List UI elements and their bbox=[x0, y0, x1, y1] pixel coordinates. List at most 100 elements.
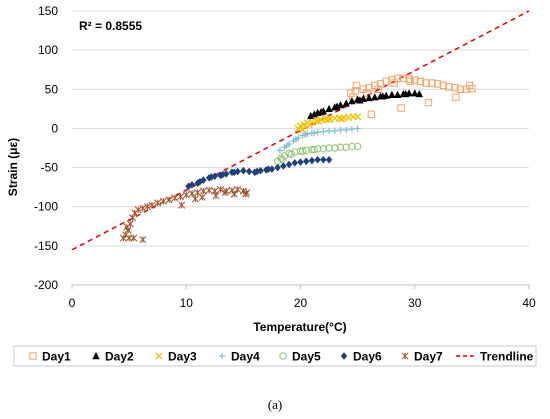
data-point bbox=[465, 81, 474, 90]
data-point bbox=[325, 127, 333, 134]
data-point bbox=[319, 145, 328, 153]
data-point bbox=[130, 234, 138, 242]
x-tick-label: 20 bbox=[294, 296, 308, 310]
data-point bbox=[154, 199, 162, 207]
data-point bbox=[353, 142, 362, 151]
data-point bbox=[411, 76, 419, 84]
series-day4 bbox=[276, 125, 361, 154]
y-tick-label: 50 bbox=[45, 82, 59, 96]
legend-box bbox=[13, 345, 537, 367]
legend-label: Day7 bbox=[414, 350, 443, 364]
data-point bbox=[388, 90, 396, 98]
data-point bbox=[287, 150, 296, 158]
legend-item-day6: Day6 bbox=[340, 350, 382, 364]
data-point bbox=[291, 159, 298, 167]
data-point bbox=[134, 206, 142, 214]
y-axis-label: Strain (με) bbox=[6, 138, 20, 196]
data-point bbox=[143, 203, 151, 211]
data-point bbox=[433, 80, 442, 88]
legend-item-day4: Day4 bbox=[218, 350, 260, 364]
data-point bbox=[376, 80, 385, 88]
data-point bbox=[211, 187, 219, 195]
y-tick-label: 100 bbox=[38, 43, 58, 57]
legend-symbol bbox=[218, 352, 226, 360]
data-point bbox=[356, 96, 364, 104]
data-point bbox=[208, 173, 215, 181]
legend-item-day7: Day7 bbox=[401, 350, 443, 364]
data-point bbox=[353, 113, 362, 121]
data-point bbox=[211, 172, 219, 180]
series-day1 bbox=[347, 74, 476, 119]
data-point bbox=[148, 201, 156, 209]
data-point bbox=[343, 126, 350, 134]
figure-caption: (a) bbox=[267, 397, 283, 412]
data-point bbox=[265, 165, 272, 173]
data-point bbox=[205, 186, 213, 194]
data-point bbox=[379, 92, 387, 100]
data-point bbox=[285, 160, 293, 169]
data-point bbox=[234, 185, 242, 194]
data-point bbox=[280, 162, 287, 170]
data-point bbox=[221, 189, 229, 197]
data-point bbox=[337, 115, 346, 123]
legend-label: Day2 bbox=[105, 350, 134, 364]
series-day3 bbox=[294, 113, 362, 134]
data-point bbox=[445, 83, 453, 91]
data-point bbox=[139, 236, 147, 244]
data-point bbox=[411, 89, 419, 97]
data-point bbox=[230, 190, 238, 198]
strain-temperature-chart: -200 -150 -100 -50 0 50 100 150 0 10 20 30 40 R² = 0… bbox=[6, 4, 537, 367]
data-point bbox=[292, 136, 300, 143]
data-point bbox=[219, 170, 227, 179]
data-point bbox=[199, 187, 207, 195]
data-point bbox=[333, 102, 341, 110]
axes: -200 -150 -100 -50 0 50 100 150 0 10 20 30 40 bbox=[34, 4, 536, 310]
data-point bbox=[342, 143, 350, 151]
data-point bbox=[365, 93, 373, 102]
data-point bbox=[348, 126, 356, 133]
data-point bbox=[367, 110, 376, 119]
legend-label: Day3 bbox=[168, 350, 197, 364]
data-point bbox=[416, 77, 425, 86]
series-day2 bbox=[307, 89, 424, 120]
data-point bbox=[185, 182, 192, 191]
legend: Day1 Day2 Day3 Day4 Day5 Day6 Day7 Trendline bbox=[29, 350, 534, 364]
data-point bbox=[324, 116, 332, 124]
data-point bbox=[390, 79, 398, 87]
data-point bbox=[365, 84, 373, 92]
data-point bbox=[196, 177, 204, 186]
legend-item-day5: Day5 bbox=[279, 350, 321, 364]
data-point bbox=[299, 147, 307, 155]
series-day5 bbox=[273, 142, 362, 166]
legend-symbol bbox=[401, 352, 409, 360]
data-point bbox=[296, 147, 305, 155]
data-point bbox=[274, 163, 281, 172]
data-point bbox=[198, 193, 206, 201]
legend-label: Day6 bbox=[353, 350, 382, 364]
data-point bbox=[397, 104, 405, 112]
series-day6 bbox=[185, 155, 333, 191]
legend-symbol bbox=[279, 352, 287, 360]
grid-lines bbox=[72, 10, 529, 247]
data-points bbox=[119, 74, 476, 244]
y-tick-label: 0 bbox=[51, 121, 58, 135]
y-tick-label: -150 bbox=[34, 239, 58, 253]
data-point bbox=[336, 143, 345, 151]
x-tick-label: 30 bbox=[408, 296, 422, 310]
data-point bbox=[363, 89, 371, 97]
data-point bbox=[325, 104, 333, 113]
y-tick-label: 150 bbox=[38, 4, 58, 18]
data-point bbox=[165, 196, 173, 204]
data-point bbox=[317, 107, 325, 116]
data-point bbox=[337, 126, 344, 134]
trendline bbox=[71, 10, 530, 251]
data-point bbox=[428, 79, 436, 87]
data-point bbox=[303, 157, 310, 166]
data-point bbox=[439, 81, 448, 90]
data-point bbox=[178, 201, 186, 209]
data-point bbox=[452, 93, 460, 101]
legend-item-day3: Day3 bbox=[155, 350, 197, 364]
data-point bbox=[182, 191, 190, 199]
legend-label: Day1 bbox=[42, 350, 71, 364]
data-point bbox=[424, 98, 433, 107]
